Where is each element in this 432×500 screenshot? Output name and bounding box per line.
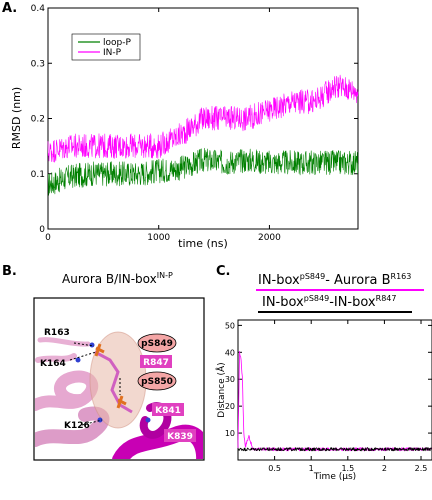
r847-badge	[140, 355, 172, 368]
rmsd-chart: 0 1000 2000 0 0.1 0.2 0.3 0.4 time (ns) RMSD (n…	[10, 4, 359, 250]
structure-illustration: R163 K164 K126 pS849 pS850 R847 K841 K83…	[33, 297, 205, 461]
label-k841: K841	[155, 406, 181, 416]
distance-y-axis-label: Distance (Å)	[215, 362, 227, 417]
y-tick-label: 0	[39, 225, 45, 235]
x-tick-label: 0	[45, 233, 51, 243]
distance-chart: 0.5 1 1.5 2 2.5 10 20 30 40 50 Time (μs) Distance…	[215, 319, 432, 482]
label-ps850: pS850	[141, 377, 173, 387]
y-tick-label: 40	[225, 348, 235, 357]
y-tick-label: 0.1	[31, 170, 45, 180]
label-k839: K839	[167, 432, 193, 442]
legend-label-series-2: IN-boxpS849-IN-boxR847	[262, 294, 396, 310]
series-line-1	[47, 147, 359, 196]
rmsd-legend-box	[71, 33, 141, 61]
panel-c-label: C.	[216, 264, 230, 279]
label-ps849: pS849	[141, 339, 173, 349]
y-tick-label: 0.3	[31, 59, 45, 69]
label-r847: R847	[143, 358, 169, 368]
label-k164: K164	[40, 359, 66, 369]
phospho-group-1	[94, 343, 105, 357]
k839-badge	[164, 429, 196, 442]
phospho-group-2	[116, 395, 127, 409]
rmsd-legend: loop-P IN-P	[71, 33, 141, 61]
aurora-b-strand	[35, 406, 110, 447]
series-line-2	[237, 447, 432, 452]
k164-sidechain	[35, 353, 77, 363]
x-tick-label: 2	[382, 464, 387, 473]
x-tick-label: 0.5	[268, 464, 281, 473]
legend-label-loop-p: loop-P	[103, 38, 131, 48]
distance-legend: IN-boxpS849- Aurora BR163 IN-boxpS849-IN…	[256, 272, 424, 313]
distance-x-axis-label: Time (μs)	[313, 472, 356, 482]
y-tick-label: 20	[225, 402, 235, 411]
n-atom-2	[75, 357, 81, 363]
n-atom-1	[89, 342, 95, 348]
rmsd-x-axis-label: time (ns)	[178, 237, 228, 250]
y-tick-label: 0.4	[31, 4, 46, 14]
panel-b-title: Aurora B/IN-boxIN-P	[62, 271, 173, 286]
ps850-badge	[137, 371, 177, 391]
hbond-k126	[81, 419, 103, 426]
x-tick-label: 2000	[258, 233, 281, 243]
hbond-k164	[69, 351, 97, 361]
x-tick-label: 2.5	[415, 464, 428, 473]
ps849-badge	[137, 333, 177, 353]
rmsd-y-axis-label: RMSD (nm)	[10, 87, 23, 149]
legend-label-in-p: IN-P	[103, 48, 122, 58]
legend-label-series-1: IN-boxpS849- Aurora BR163	[258, 272, 411, 288]
distance-plot-frame	[237, 319, 432, 461]
y-tick-label: 30	[225, 375, 235, 384]
k841-badge	[152, 403, 184, 416]
series-line-2	[47, 74, 359, 163]
panel-a-label: A.	[2, 1, 17, 16]
x-tick-label: 1	[309, 464, 314, 473]
x-tick-label: 1.5	[341, 464, 354, 473]
panel-b-label: B.	[2, 264, 17, 279]
in-box-sidechain-sticks	[94, 350, 133, 414]
y-tick-label: 10	[225, 429, 235, 438]
y-tick-label: 50	[225, 321, 235, 330]
hbond-r163	[73, 342, 95, 347]
label-r163: R163	[44, 328, 70, 338]
x-tick-label: 1000	[147, 233, 170, 243]
label-k126: K126	[64, 421, 90, 431]
n-atom-4	[145, 417, 151, 423]
y-tick-label: 0.2	[31, 115, 45, 125]
